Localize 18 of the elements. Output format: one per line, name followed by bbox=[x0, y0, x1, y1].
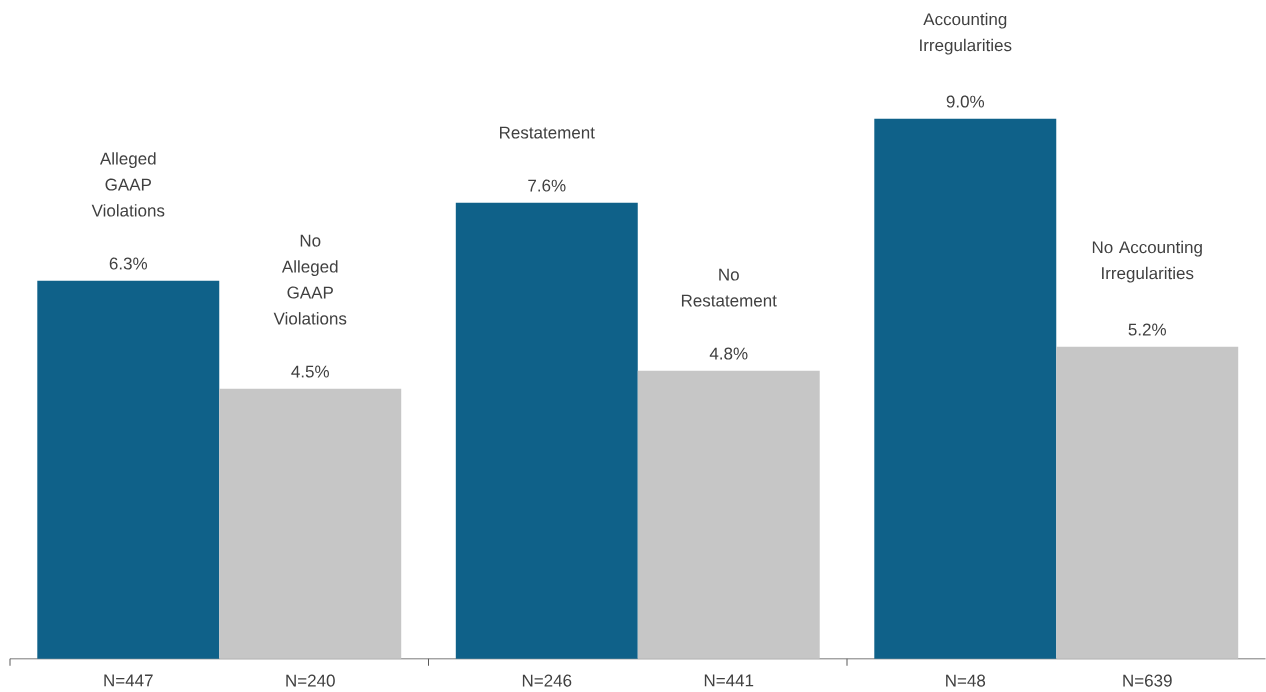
data-label: 4.8% bbox=[709, 347, 748, 360]
annotation: No Accounting Irregularities bbox=[1092, 240, 1202, 283]
x-tick-label: N=240 bbox=[286, 674, 335, 687]
data-label: 4.5% bbox=[291, 365, 329, 378]
annotation: No Restatement bbox=[681, 268, 777, 307]
data-label: 7.6% bbox=[528, 179, 566, 192]
x-tick-label: N=246 bbox=[522, 674, 572, 687]
x-tick-label: N=48 bbox=[946, 674, 986, 687]
annotation: Alleged GAAP Violations bbox=[91, 151, 165, 217]
text: Accounting Irregularities bbox=[920, 12, 1012, 55]
x-tick-label: N=441 bbox=[704, 674, 754, 687]
data-label: 6.3% bbox=[109, 257, 148, 270]
data-label: 5.2% bbox=[1128, 323, 1166, 336]
data-label: 9.0% bbox=[946, 95, 985, 108]
annotation: No Alleged GAAP Violations bbox=[273, 234, 347, 325]
x-tick-label: N=639 bbox=[1123, 674, 1172, 687]
annotation: Restatement bbox=[500, 126, 595, 139]
x-tick-label: N=447 bbox=[104, 674, 153, 687]
